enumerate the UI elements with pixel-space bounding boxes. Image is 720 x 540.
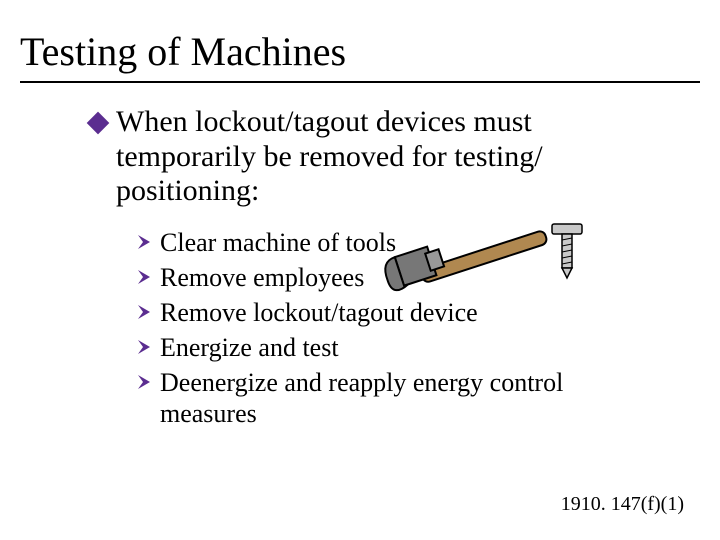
title-underline	[20, 81, 700, 83]
sub-bullet-text: Energize and test	[160, 332, 339, 363]
diamond-bullet-icon	[87, 112, 110, 135]
sub-bullet: Energize and test	[136, 332, 660, 363]
main-bullet-text: When lockout/tagout devices must tempora…	[116, 105, 660, 209]
arrow-bullet-icon	[136, 268, 154, 291]
sub-bullet-text: Remove employees	[160, 262, 364, 293]
main-bullet: When lockout/tagout devices must tempora…	[20, 105, 700, 209]
slide-title: Testing of Machines	[20, 28, 700, 75]
slide: Testing of Machines When lockout/tagout …	[0, 0, 720, 540]
arrow-bullet-icon	[136, 338, 154, 361]
arrow-bullet-icon	[136, 373, 154, 396]
arrow-bullet-icon	[136, 233, 154, 256]
regulation-citation: 1910. 147(f)(1)	[561, 493, 684, 516]
sub-bullet-text: Clear machine of tools	[160, 227, 396, 258]
sub-bullet: Deenergize and reapply energy control me…	[136, 367, 660, 429]
hammer-clipart-icon	[380, 200, 600, 320]
arrow-bullet-icon	[136, 303, 154, 326]
sub-bullet-text: Deenergize and reapply energy control me…	[160, 367, 660, 429]
